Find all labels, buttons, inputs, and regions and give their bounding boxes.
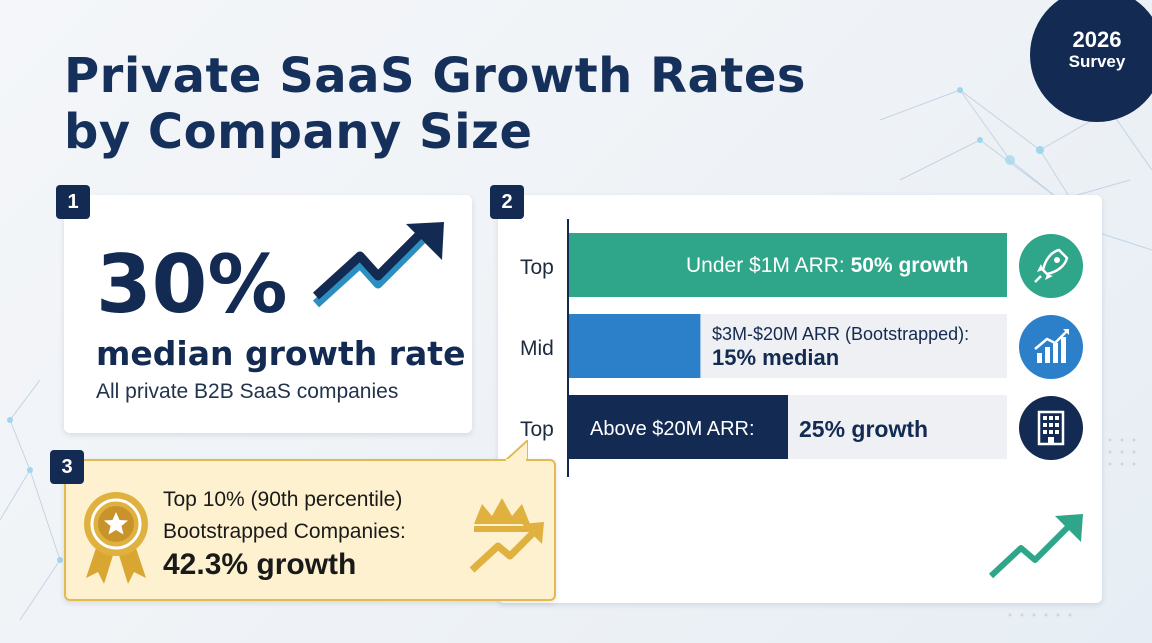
bar-label-1-value: 15% median <box>712 345 840 370</box>
callout-pointer <box>506 440 528 462</box>
panel-number-1: 1 <box>56 185 90 219</box>
growth-arrow-icon <box>988 514 1083 579</box>
bar-chart-growth-icon <box>1019 315 1083 379</box>
growth-bar-chart <box>567 219 1007 477</box>
bar-label-0: Under $1M ARR: 50% growth <box>686 254 968 278</box>
median-growth-label: median growth rate <box>96 334 466 373</box>
rocket-icon <box>1019 234 1083 298</box>
category-label-2: Top <box>520 418 554 441</box>
callout-line-3: 42.3% growth <box>163 548 357 581</box>
median-growth-value: 30% <box>96 238 288 331</box>
award-ribbon-icon <box>84 492 148 584</box>
badge-year: 2026 <box>1072 27 1122 52</box>
callout-line-1: Top 10% (90th percentile) <box>163 488 403 511</box>
panel-number-2: 2 <box>490 185 524 219</box>
panel-number-3: 3 <box>50 450 84 484</box>
bar-label-2-name: Above $20M ARR: <box>590 418 755 440</box>
crown-growth-icon <box>469 498 544 573</box>
bar-label-0-name: Under $1M ARR: <box>686 254 845 277</box>
bar-1 <box>569 314 701 378</box>
median-growth-card <box>64 195 472 433</box>
title-line-2: by Company Size <box>64 104 533 160</box>
office-building-icon <box>1019 396 1083 460</box>
bar-label-2-value: 25% growth <box>799 416 929 442</box>
median-growth-sublabel: All private B2B SaaS companies <box>96 380 399 403</box>
bar-label-0-value: 50% growth <box>850 254 969 277</box>
page-title: Private SaaS Growth Rates by Company Siz… <box>64 48 806 160</box>
bar-label-1-name: $3M-$20M ARR (Bootstrapped): <box>712 324 970 344</box>
callout-line-2: Bootstrapped Companies: <box>163 520 406 543</box>
trend-up-arrow-icon <box>312 222 444 308</box>
survey-year-badge: 2026 Survey <box>1030 0 1152 122</box>
category-label-1: Mid <box>520 337 554 360</box>
bar-label-1: $3M-$20M ARR (Bootstrapped): 15% median <box>712 322 969 370</box>
bar-0 <box>569 233 1007 297</box>
title-line-1: Private SaaS Growth Rates <box>64 48 806 104</box>
category-label-0: Top <box>520 256 554 279</box>
bar-2 <box>569 395 788 459</box>
badge-label: Survey <box>1068 52 1126 71</box>
